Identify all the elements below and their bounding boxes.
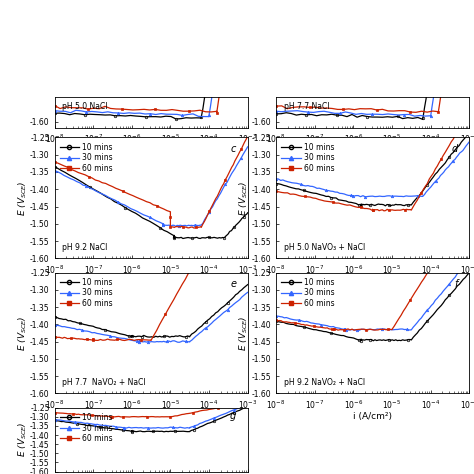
- Text: pH 5.0 NaVO₃ + NaCl: pH 5.0 NaVO₃ + NaCl: [284, 243, 365, 252]
- Y-axis label: E (V$_{SCE}$): E (V$_{SCE}$): [238, 180, 250, 216]
- Text: e: e: [230, 279, 236, 289]
- Y-axis label: E (V$_{SCE}$): E (V$_{SCE}$): [238, 315, 250, 351]
- Text: c: c: [231, 144, 236, 154]
- Y-axis label: E (V$_{SCE}$): E (V$_{SCE}$): [16, 315, 28, 351]
- Legend: 10 mins, 30 mins, 60 mins: 10 mins, 30 mins, 60 mins: [58, 276, 114, 310]
- Text: pH 5.0 NaCl: pH 5.0 NaCl: [62, 102, 108, 111]
- Text: d: d: [451, 144, 458, 154]
- Y-axis label: E (V$_{SCE}$): E (V$_{SCE}$): [16, 422, 28, 457]
- Y-axis label: E (V$_{SCE}$): E (V$_{SCE}$): [16, 180, 28, 216]
- Legend: 10 mins, 30 mins, 60 mins: 10 mins, 30 mins, 60 mins: [280, 141, 336, 174]
- Text: g: g: [230, 411, 236, 421]
- X-axis label: i (A/cm²): i (A/cm²): [353, 146, 392, 155]
- Text: pH 7.7  NaVO₂ + NaCl: pH 7.7 NaVO₂ + NaCl: [62, 378, 146, 387]
- Legend: 10 mins, 30 mins, 60 mins: 10 mins, 30 mins, 60 mins: [58, 411, 114, 445]
- Text: f: f: [454, 279, 458, 289]
- Text: pH 7.7 NaCl: pH 7.7 NaCl: [284, 102, 329, 111]
- X-axis label: i (A/cm²): i (A/cm²): [132, 146, 171, 155]
- X-axis label: i (A/cm²): i (A/cm²): [132, 277, 171, 286]
- X-axis label: i (A/cm²): i (A/cm²): [353, 412, 392, 421]
- X-axis label: i (A/cm²): i (A/cm²): [132, 412, 171, 421]
- Legend: 10 mins, 30 mins, 60 mins: 10 mins, 30 mins, 60 mins: [280, 276, 336, 310]
- Legend: 10 mins, 30 mins, 60 mins: 10 mins, 30 mins, 60 mins: [58, 141, 114, 174]
- Text: pH 9.2 NaCl: pH 9.2 NaCl: [62, 243, 108, 252]
- X-axis label: i (A/cm²): i (A/cm²): [353, 277, 392, 286]
- Text: pH 9.2 NaVO₂ + NaCl: pH 9.2 NaVO₂ + NaCl: [284, 378, 365, 387]
